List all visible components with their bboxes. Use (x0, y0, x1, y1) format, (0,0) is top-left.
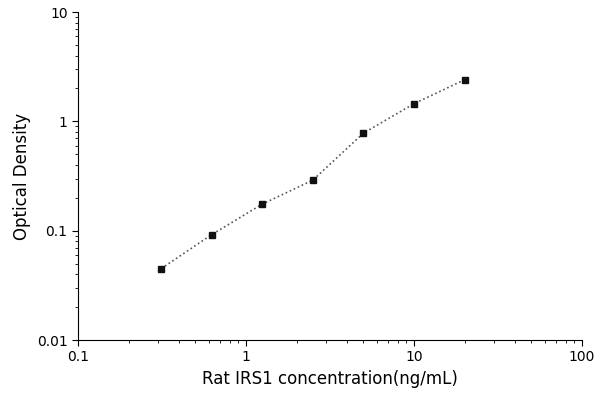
X-axis label: Rat IRS1 concentration(ng/mL): Rat IRS1 concentration(ng/mL) (202, 370, 458, 388)
Y-axis label: Optical Density: Optical Density (13, 112, 31, 240)
